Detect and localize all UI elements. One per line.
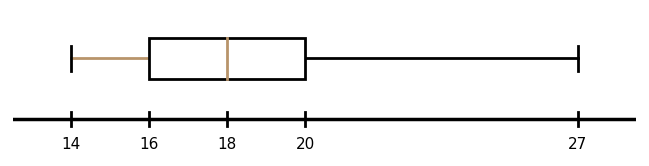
FancyBboxPatch shape xyxy=(149,38,305,79)
Text: 27: 27 xyxy=(568,137,587,152)
Text: 18: 18 xyxy=(217,137,237,152)
Text: 20: 20 xyxy=(295,137,315,152)
Text: 14: 14 xyxy=(62,137,81,152)
Text: 16: 16 xyxy=(140,137,159,152)
